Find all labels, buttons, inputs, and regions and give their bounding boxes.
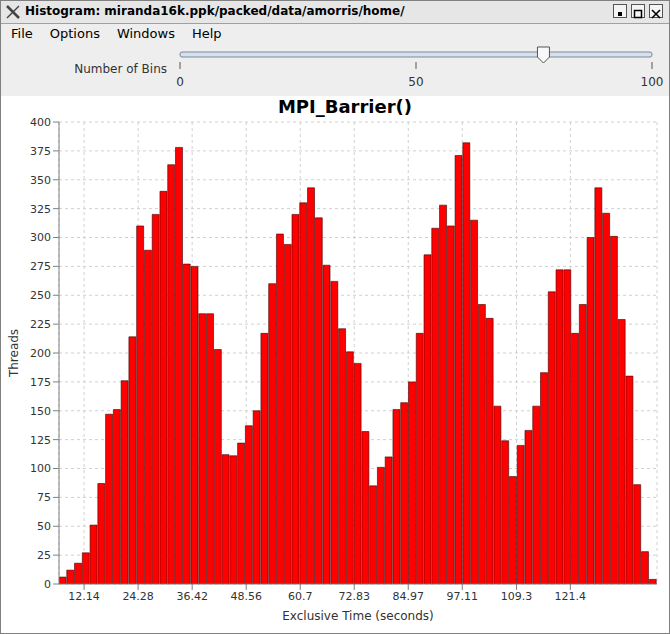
svg-text:350: 350 (30, 174, 51, 187)
svg-text:36.42: 36.42 (176, 590, 208, 603)
svg-text:400: 400 (30, 116, 51, 129)
svg-text:48.56: 48.56 (230, 590, 262, 603)
svg-text:275: 275 (30, 260, 51, 273)
svg-text:100: 100 (641, 75, 662, 89)
html-text:Windows: Windows (116, 26, 175, 41)
svg-text:100: 100 (30, 462, 51, 475)
svg-text:12.14: 12.14 (68, 590, 100, 603)
svg-text:175: 175 (30, 376, 51, 389)
svg-text:300: 300 (30, 231, 51, 244)
svg-text:109.3: 109.3 (501, 590, 533, 603)
svg-text:200: 200 (30, 347, 51, 360)
svg-text:60.7: 60.7 (288, 590, 313, 603)
svg-text:97.11: 97.11 (447, 590, 479, 603)
html-text:Help: Help (192, 26, 222, 41)
svg-text:50: 50 (37, 520, 51, 533)
svg-text:Number of Bins: Number of Bins (74, 62, 167, 76)
html-text:File: File (11, 26, 33, 41)
svg-text:24.28: 24.28 (122, 590, 154, 603)
svg-text:0: 0 (44, 578, 51, 591)
svg-text:0: 0 (176, 75, 184, 89)
svg-text:325: 325 (30, 203, 51, 216)
html-text:MPI_Barrier(): MPI_Barrier() (277, 96, 413, 117)
svg-text:125: 125 (30, 434, 51, 447)
svg-text:84.97: 84.97 (392, 590, 424, 603)
svg-text:75: 75 (37, 491, 51, 504)
svg-text:50: 50 (408, 75, 423, 89)
svg-text:121.4: 121.4 (555, 590, 587, 603)
svg-text:375: 375 (30, 145, 51, 158)
svg-text:25: 25 (37, 549, 51, 562)
svg-text:Exclusive Time (seconds): Exclusive Time (seconds) (282, 609, 434, 623)
svg-text:250: 250 (30, 289, 51, 302)
html-text:Histogram: miranda16k.ppk/pack: Histogram: miranda16k.ppk/packed/data/am… (25, 4, 405, 18)
svg-text:Threads: Threads (8, 329, 21, 378)
html-text:Options: Options (49, 26, 100, 41)
svg-text:150: 150 (30, 405, 51, 418)
svg-text:225: 225 (30, 318, 51, 331)
svg-text:72.83: 72.83 (338, 590, 370, 603)
